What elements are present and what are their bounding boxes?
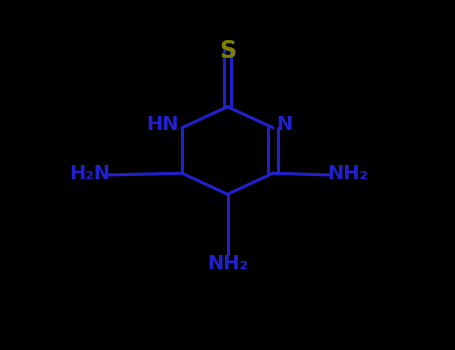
Text: H₂N: H₂N [69, 164, 110, 183]
Text: NH₂: NH₂ [327, 164, 368, 183]
Text: HN: HN [146, 115, 178, 134]
Text: N: N [277, 115, 293, 134]
Text: S: S [219, 39, 236, 63]
Text: NH₂: NH₂ [207, 254, 248, 273]
